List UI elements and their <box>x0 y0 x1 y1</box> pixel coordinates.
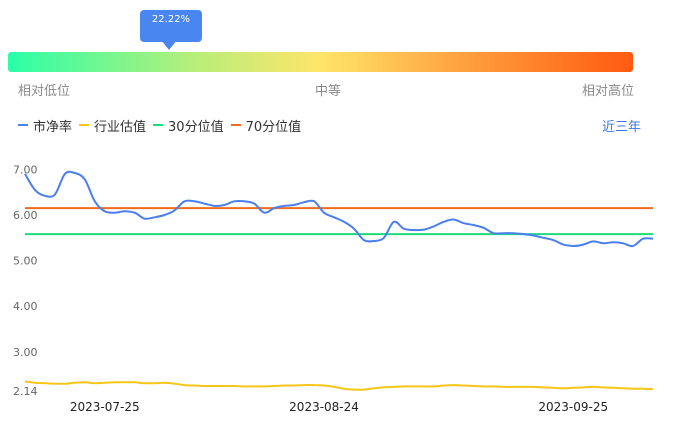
y-tick-label: 4.00 <box>13 300 38 313</box>
legend-label-p30: 30分位值 <box>168 119 224 135</box>
legend-swatch-p70 <box>230 124 241 126</box>
y-tick-label: 7.00 <box>13 163 38 176</box>
legend-swatch-pb <box>18 124 28 126</box>
legend-label-p70: 70分位值 <box>245 119 302 135</box>
percentile-tooltip: 22.22% <box>140 10 202 42</box>
valuation-percentile-gauge <box>8 52 633 72</box>
y-tick-label: 6.00 <box>13 209 38 222</box>
legend-swatch-industry <box>79 124 90 126</box>
gauge-high-label: 相对高位 <box>582 84 635 99</box>
legend-item-pb[interactable]: 市净率 <box>18 116 72 135</box>
y-tick-label: 5.00 <box>13 255 38 268</box>
pb-series-line <box>24 170 654 248</box>
y-tick-label: 3.00 <box>13 346 38 359</box>
legend-item-p30[interactable]: 30分位值 <box>153 116 224 135</box>
x-tick-label: 2023-09-25 <box>538 400 608 414</box>
industry-series-line <box>24 380 654 391</box>
gauge-low-label: 相对低位 <box>18 84 71 99</box>
x-tick-label: 2023-08-24 <box>289 400 359 414</box>
gauge-mid-label: 中等 <box>315 84 342 99</box>
legend-label-industry: 行业估值 <box>94 119 147 135</box>
y-tick-label: 2.14 <box>13 385 38 398</box>
legend-item-p70[interactable]: 70分位值 <box>230 116 302 135</box>
legend-label-pb: 市净率 <box>33 119 73 135</box>
legend-swatch-p30 <box>153 124 164 126</box>
x-tick-label: 2023-07-25 <box>70 400 140 414</box>
percentile-value: 22.22% <box>151 14 191 25</box>
chart-legend: 市净率 行业估值 30分位值 70分位值 <box>18 116 308 135</box>
time-range-button[interactable]: 近三年 <box>601 120 641 135</box>
legend-item-industry[interactable]: 行业估值 <box>79 116 146 135</box>
tooltip-pointer <box>161 40 177 50</box>
